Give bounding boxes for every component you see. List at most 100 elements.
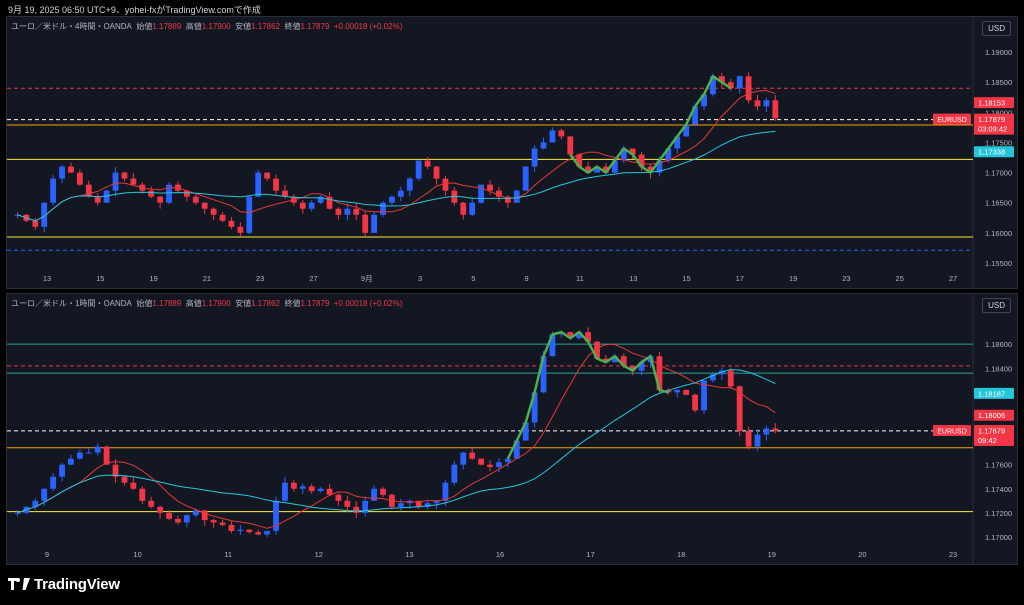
price-label-box	[974, 409, 1014, 421]
candle-body	[121, 476, 128, 483]
chart-panel-1h[interactable]: 1.186001.184001.182001.180001.178001.176…	[6, 293, 1018, 565]
x-tick-label: 9	[525, 274, 529, 283]
ma-slow-line	[17, 130, 776, 222]
candle-body	[665, 148, 672, 161]
candle-body	[469, 452, 476, 459]
candle-body	[255, 532, 262, 535]
x-tick-label: 12	[315, 550, 323, 559]
candle-body	[397, 503, 404, 507]
candle-body	[14, 512, 21, 514]
drawn-trend-line	[506, 330, 669, 460]
x-tick-label: 13	[43, 274, 51, 283]
candle-body	[103, 190, 110, 203]
candle-body	[326, 196, 333, 209]
candle-body	[290, 482, 297, 489]
candle-body	[424, 503, 431, 507]
candle-body	[353, 506, 360, 513]
ma-slow-line	[17, 369, 776, 514]
y-tick-label: 1.17000	[985, 533, 1012, 542]
candle-body	[130, 482, 137, 489]
candle-body	[522, 422, 529, 441]
price-label-text: 1.18153	[978, 99, 1005, 108]
candle-body	[406, 178, 413, 191]
candle-body	[273, 178, 279, 191]
candle-body	[513, 440, 520, 459]
candle-body	[219, 214, 226, 221]
candle-body	[763, 100, 770, 107]
candle-body	[567, 332, 574, 339]
candle-body	[460, 452, 467, 465]
candle-body	[59, 166, 65, 179]
candle-body	[603, 166, 609, 173]
candle-body	[282, 482, 288, 501]
candle-body	[166, 184, 172, 203]
candle-body	[540, 142, 547, 149]
x-tick-label: 17	[586, 550, 594, 559]
chart-canvas-1h[interactable]: 1.186001.184001.182001.180001.178001.176…	[7, 294, 1017, 564]
candle-body	[504, 458, 511, 463]
candle-body	[620, 148, 627, 161]
candle-body	[237, 226, 244, 233]
candle-body	[32, 500, 39, 507]
countdown-text: 09:42	[978, 436, 997, 445]
chart-canvas-4h[interactable]: 1.19000 1.18500 1.18000 1.17500 1.17000 1.165…	[7, 17, 1017, 288]
candle-body	[282, 190, 288, 197]
candle-body	[736, 386, 743, 431]
candle-body	[210, 208, 217, 215]
candle-body	[308, 202, 315, 209]
candle-body	[264, 530, 271, 535]
x-tick-label: 19	[768, 550, 776, 559]
price-label-box	[974, 387, 1014, 399]
tv-logo-icon	[8, 578, 30, 590]
candle-body	[745, 76, 752, 101]
x-tick-label: 5	[471, 274, 475, 283]
candle-body	[210, 520, 217, 523]
ma-fast-line	[17, 89, 776, 222]
candle-body	[692, 106, 698, 125]
symbol-tag	[933, 113, 971, 125]
y-tick-label: 1.17600	[985, 461, 1012, 470]
candle-body	[246, 196, 253, 233]
price-label-text: 1.17879	[978, 427, 1005, 436]
candle-body	[433, 500, 440, 504]
candle-body	[335, 208, 342, 215]
candle-body	[166, 512, 172, 519]
chart-panel-4h[interactable]: 1.19000 1.18500 1.18000 1.17500 1.17000 1.165…	[6, 16, 1018, 289]
candle-body	[41, 202, 48, 227]
candle-body	[130, 178, 137, 185]
legend-4h: ユーロ／米ドル・4時間・OANDA 始値1.17889 高値1.17900 安値…	[11, 22, 403, 31]
candle-body	[192, 196, 199, 203]
candle-body	[727, 82, 734, 89]
candle-body	[317, 196, 324, 203]
x-tick-label: 19	[149, 274, 157, 283]
candle-body	[478, 184, 485, 203]
currency-button[interactable]: USD	[982, 298, 1011, 313]
currency-button[interactable]: USD	[982, 21, 1011, 36]
candle-body	[415, 500, 422, 507]
candle-body	[157, 506, 164, 513]
candle-body	[32, 220, 39, 227]
x-tick-label: 20	[858, 550, 866, 559]
y-tick-label: 1.18000	[985, 108, 1012, 117]
x-tick-label: 25	[896, 274, 904, 283]
candle-body	[674, 136, 681, 149]
candle-body	[531, 148, 538, 167]
candle-body	[192, 510, 199, 516]
candle-body	[41, 488, 48, 501]
candle-body	[576, 154, 583, 167]
x-tick-label: 23	[256, 274, 264, 283]
candle-body	[638, 362, 645, 371]
x-tick-label: 21	[203, 274, 211, 283]
symbol-label: ユーロ／米ドル・1時間・OANDA	[11, 299, 132, 308]
candle-body	[68, 458, 74, 465]
candle-body	[594, 341, 600, 359]
y-tick-label: 1.18500	[985, 78, 1012, 87]
symbol-tag-text: EURUSD	[937, 429, 967, 436]
candle-body	[710, 76, 716, 95]
candle-body	[85, 452, 92, 454]
candle-body	[504, 196, 511, 203]
candle-body	[745, 430, 752, 447]
x-tick-label: 9	[45, 550, 49, 559]
candle-body	[442, 178, 449, 191]
candle-body	[380, 202, 386, 215]
